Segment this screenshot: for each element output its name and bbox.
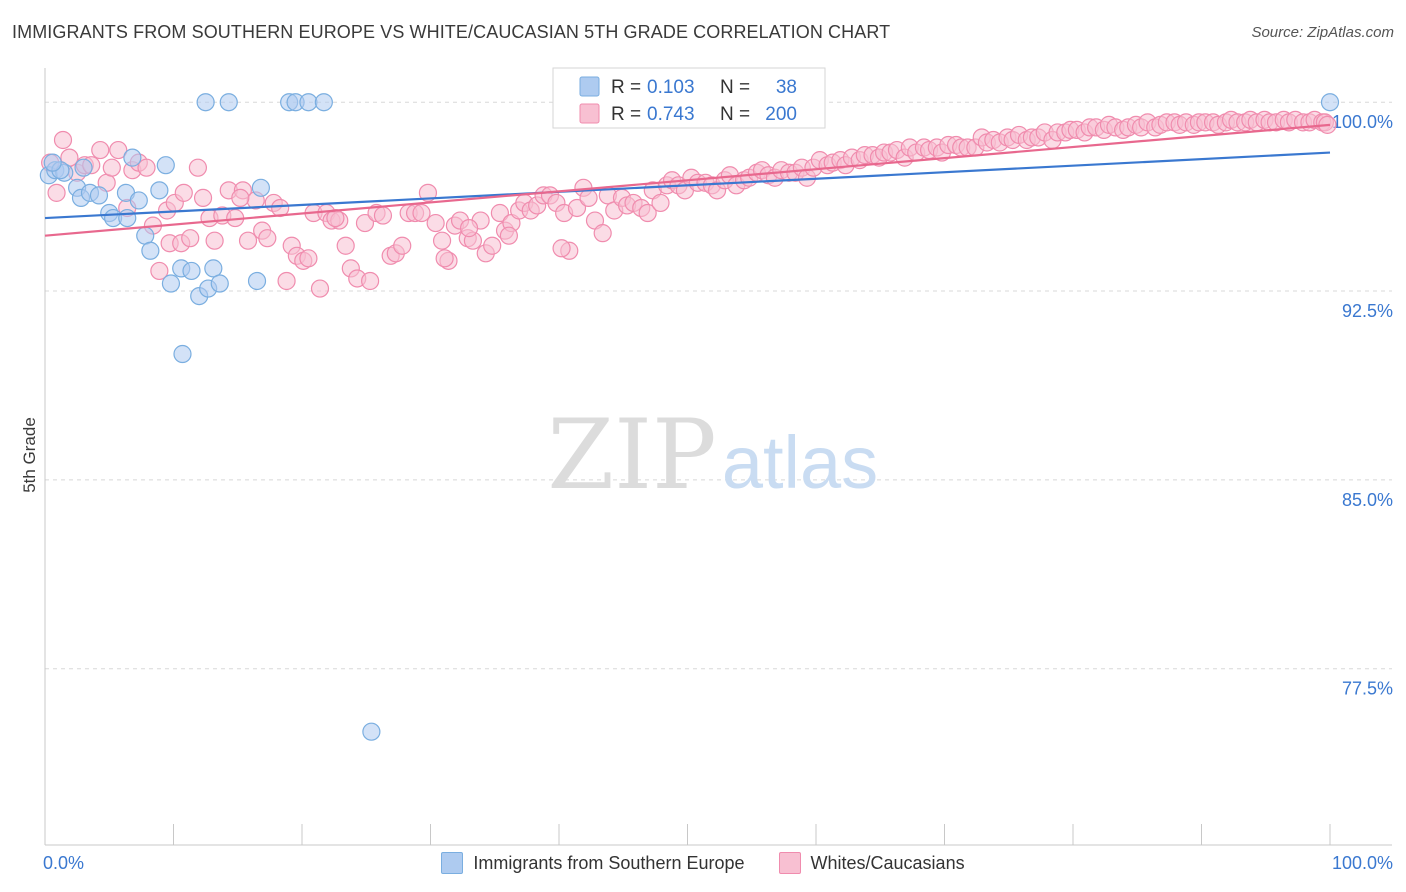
data-point-pink: [412, 203, 431, 223]
axes: 0.0% 100.0%: [43, 68, 1393, 873]
stats-r-value-blue: 0.103: [647, 77, 695, 98]
data-point-pink: [231, 188, 250, 207]
data-point-blue: [129, 191, 148, 210]
data-point-blue: [1320, 93, 1340, 112]
data-point-blue: [182, 261, 201, 281]
data-point-pink: [499, 226, 518, 245]
data-point-pink: [483, 236, 502, 255]
data-point-pink: [137, 158, 156, 177]
watermark-atlas: atlas: [722, 421, 878, 504]
trend-lines: [44, 123, 1331, 237]
data-point-blue: [141, 241, 160, 260]
data-point-blue: [136, 226, 155, 245]
data-point-pink: [579, 188, 598, 207]
data-point-blue: [204, 259, 223, 278]
data-point-blue: [219, 93, 238, 112]
data-point-pink: [459, 219, 479, 238]
data-point-pink: [418, 183, 438, 202]
data-point-pink: [373, 206, 393, 225]
legend-item-whites[interactable]: Whites/Caucasians: [778, 852, 965, 874]
data-point-pink: [47, 183, 66, 202]
data-point-pink: [361, 271, 380, 291]
data-point-blue: [118, 208, 137, 228]
y-tick-label: 85.0%: [1342, 490, 1393, 510]
data-point-blue: [156, 156, 175, 175]
data-point-pink: [355, 213, 375, 233]
stats-n-value-pink: 200: [765, 104, 797, 125]
data-point-blue: [123, 148, 142, 167]
legend: Immigrants from Southern Europe Whites/C…: [0, 852, 1406, 874]
data-points: [39, 93, 1340, 741]
stats-n-label-pink: N =: [720, 104, 750, 125]
data-point-pink: [174, 183, 193, 202]
data-point-blue: [196, 93, 215, 112]
data-point-blue: [173, 344, 192, 364]
y-tick-label: 77.5%: [1342, 679, 1393, 699]
data-point-pink: [310, 279, 330, 298]
data-point-pink: [552, 239, 571, 258]
data-point-pink: [567, 198, 587, 218]
data-point-blue: [251, 178, 270, 197]
data-point-pink: [490, 203, 509, 223]
data-point-blue: [161, 274, 181, 293]
data-point-pink: [393, 236, 412, 255]
trend-line-blue: [44, 151, 1331, 220]
legend-label-whites: Whites/Caucasians: [810, 852, 965, 873]
y-tick-label: 92.5%: [1342, 301, 1393, 321]
stats-n-value-blue: 38: [776, 77, 797, 98]
stats-r-label-blue: R =: [611, 77, 641, 98]
data-point-pink: [593, 224, 612, 243]
stats-swatch-pink: [579, 103, 600, 124]
chart-title: IMMIGRANTS FROM SOUTHERN EUROPE VS WHITE…: [12, 22, 891, 42]
data-point-blue: [89, 186, 109, 205]
data-point-blue: [150, 181, 169, 200]
data-point-pink: [651, 193, 670, 213]
data-point-blue: [247, 271, 267, 291]
data-point-pink: [336, 236, 355, 255]
data-point-pink: [426, 213, 445, 233]
data-point-blue: [362, 722, 381, 741]
data-point-pink: [102, 158, 121, 177]
legend-item-southern-europe[interactable]: Immigrants from Southern Europe: [441, 852, 745, 874]
stats-legend-box: R = 0.103 N = 38 R = 0.743 N = 200: [552, 67, 826, 129]
data-point-blue: [43, 153, 62, 172]
y-tick-label: 100.0%: [1332, 112, 1393, 132]
data-point-pink: [299, 249, 318, 268]
legend-swatch-blue: [441, 852, 464, 874]
x-tick-label-max: 100.0%: [1332, 853, 1393, 873]
stats-n-label-blue: N =: [720, 77, 750, 98]
watermark: ZIP atlas: [547, 399, 878, 511]
data-point-blue: [299, 93, 318, 112]
data-point-pink: [109, 140, 128, 160]
data-point-pink: [258, 229, 277, 248]
data-point-pink: [638, 203, 657, 223]
data-point-pink: [277, 271, 296, 291]
legend-swatch-pink: [778, 852, 801, 874]
data-point-blue: [74, 158, 93, 177]
trend-line-pink: [44, 123, 1331, 237]
data-point-blue: [210, 274, 229, 293]
data-point-pink: [181, 229, 200, 248]
stats-r-label-pink: R =: [611, 104, 641, 125]
data-point-pink: [205, 231, 224, 250]
stats-r-value-pink: 0.743: [647, 104, 695, 125]
data-point-pink: [193, 188, 213, 207]
data-point-pink: [150, 261, 169, 281]
data-point-pink: [432, 231, 452, 250]
data-point-pink: [435, 249, 454, 268]
data-point-pink: [188, 158, 208, 177]
legend-label-southern-europe: Immigrants from Southern Europe: [473, 852, 745, 873]
source-credit: Source: ZipAtlas.com: [1251, 24, 1394, 41]
data-point-pink: [91, 140, 110, 160]
data-point-pink: [238, 231, 258, 250]
x-tick-label-min: 0.0%: [43, 853, 84, 873]
stats-swatch-blue: [579, 76, 600, 97]
grid-layer: 77.5% 85.0% 92.5% 100.0%: [45, 101, 1393, 699]
data-point-pink: [53, 130, 73, 150]
data-point-blue: [314, 93, 333, 112]
watermark-zip: ZIP: [547, 399, 716, 511]
